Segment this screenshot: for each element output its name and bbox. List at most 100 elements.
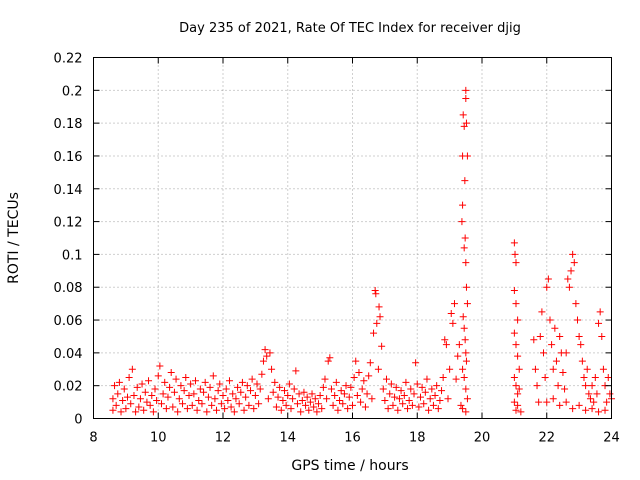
- data-point: [138, 380, 146, 388]
- data-point: [261, 346, 269, 354]
- x-tick-labels: 8 10 12 14 16 18 20 22 24: [89, 431, 619, 446]
- data-point: [583, 365, 591, 373]
- data-point: [245, 401, 253, 409]
- data-point: [340, 390, 348, 398]
- data-point: [229, 390, 237, 398]
- data-point: [156, 362, 164, 370]
- data-point: [463, 300, 471, 308]
- data-point: [366, 359, 374, 367]
- data-point: [549, 365, 557, 373]
- data-point: [256, 385, 264, 393]
- data-point: [253, 380, 261, 388]
- data-point: [510, 373, 518, 381]
- data-point: [247, 387, 255, 395]
- data-point: [561, 385, 569, 393]
- data-point: [405, 396, 413, 404]
- data-point: [109, 406, 117, 414]
- data-point: [164, 393, 172, 401]
- data-point: [531, 365, 539, 373]
- data-point: [183, 405, 191, 413]
- data-point: [462, 408, 470, 416]
- data-point: [128, 365, 136, 373]
- data-point: [512, 382, 520, 390]
- data-point: [274, 393, 282, 401]
- data-point: [556, 401, 564, 409]
- data-point: [242, 393, 250, 401]
- data-point: [119, 396, 127, 404]
- data-point: [365, 372, 373, 380]
- data-point: [413, 380, 421, 388]
- data-point: [462, 385, 470, 393]
- data-point: [311, 395, 319, 403]
- data-point: [293, 400, 301, 408]
- data-point: [565, 283, 573, 291]
- data-point: [363, 390, 371, 398]
- data-point: [549, 395, 557, 403]
- data-point: [284, 392, 292, 400]
- data-point: [148, 392, 156, 400]
- x-tick-label: 20: [474, 431, 491, 446]
- data-point: [535, 398, 543, 406]
- data-point: [310, 403, 318, 411]
- data-point: [391, 393, 399, 401]
- data-point: [211, 395, 219, 403]
- data-point: [216, 380, 224, 388]
- data-point: [120, 385, 128, 393]
- data-point: [455, 341, 463, 349]
- x-tick-label: 14: [279, 431, 296, 446]
- data-point: [140, 406, 148, 414]
- data-point: [143, 398, 151, 406]
- data-point: [449, 319, 457, 327]
- y-tick-label: 0.06: [54, 314, 83, 329]
- data-point: [339, 400, 347, 408]
- data-point: [577, 341, 585, 349]
- data-point: [190, 390, 198, 398]
- data-point: [130, 392, 138, 400]
- data-point: [344, 405, 352, 413]
- data-point: [337, 387, 345, 395]
- data-point: [305, 406, 313, 414]
- data-point: [298, 396, 306, 404]
- data-point: [446, 365, 454, 373]
- data-point: [515, 365, 523, 373]
- data-point: [416, 393, 424, 401]
- data-point: [379, 385, 387, 393]
- data-point: [462, 283, 470, 291]
- data-point: [373, 319, 381, 327]
- data-point: [512, 300, 520, 308]
- data-point: [162, 405, 170, 413]
- data-point: [402, 378, 410, 386]
- data-point: [321, 375, 329, 383]
- data-point: [306, 398, 314, 406]
- data-point: [461, 336, 469, 344]
- data-point: [543, 398, 551, 406]
- data-point: [463, 395, 471, 403]
- data-point: [326, 354, 334, 362]
- data-point: [421, 388, 429, 396]
- data-point: [342, 382, 350, 390]
- data-point: [554, 382, 562, 390]
- data-point: [290, 385, 298, 393]
- data-point: [510, 287, 518, 295]
- data-point: [153, 396, 161, 404]
- y-tick-label: 0.14: [54, 183, 83, 198]
- data-point: [450, 300, 458, 308]
- data-point: [295, 390, 303, 398]
- data-point: [188, 401, 196, 409]
- data-point: [596, 308, 604, 316]
- data-point: [230, 408, 238, 416]
- data-point: [166, 383, 174, 391]
- data-point: [264, 395, 272, 403]
- data-point: [567, 267, 575, 275]
- data-points: [109, 86, 615, 416]
- data-point: [327, 385, 335, 393]
- data-point: [538, 308, 546, 316]
- data-point: [562, 349, 570, 357]
- y-tick-label: 0.16: [54, 150, 83, 165]
- data-point: [462, 259, 470, 267]
- data-point: [517, 408, 525, 416]
- data-point: [514, 390, 522, 398]
- x-tick-label: 22: [538, 431, 555, 446]
- y-tick-label: 0.18: [54, 117, 83, 132]
